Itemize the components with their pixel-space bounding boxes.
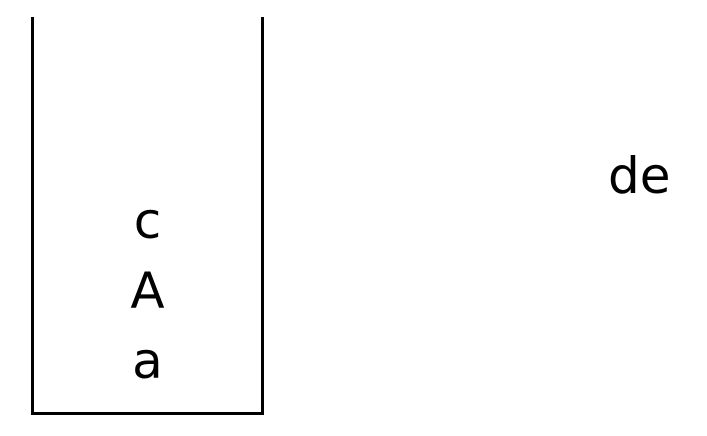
stack-item-top: c xyxy=(133,192,162,250)
stack-item-middle: A xyxy=(130,262,165,320)
remaining-input-label: de xyxy=(608,147,671,205)
stack-container: c A a xyxy=(31,17,264,415)
stack-item-bottom: a xyxy=(132,332,163,390)
